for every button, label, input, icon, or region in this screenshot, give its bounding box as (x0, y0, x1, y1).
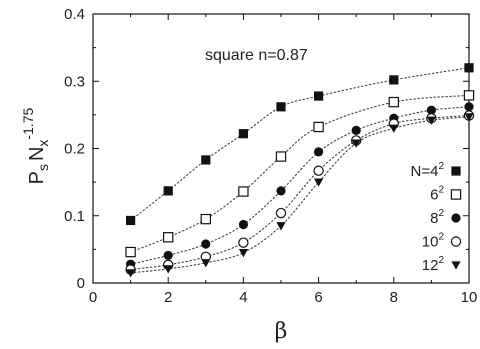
x-tick-label: 4 (239, 289, 247, 306)
data-point-series-3 (201, 239, 211, 249)
legend-marker-series-3 (451, 213, 461, 223)
fit-line-series-3 (130, 106, 470, 265)
legend-marker-series-5 (451, 261, 461, 270)
legend-label-sup: 2 (438, 208, 444, 219)
y-axis-title: PsNx-1.75 (20, 107, 51, 184)
fit-line-series-4 (130, 115, 470, 271)
data-point-series-1 (276, 102, 286, 112)
y-tick-label: 0.3 (64, 73, 85, 90)
data-point-series-1 (314, 91, 324, 101)
legend-label-sup: 2 (438, 255, 444, 266)
data-point-series-1 (126, 215, 136, 226)
legend-label-series-4: 102 (422, 232, 445, 251)
x-axis-title: β (275, 319, 288, 344)
legend-label-sup: 2 (438, 161, 444, 172)
data-point-series-5 (126, 269, 136, 278)
data-point-series-1 (464, 63, 474, 73)
data-point-series-1 (238, 129, 248, 139)
data-point-series-2 (313, 121, 324, 133)
x-tick-label: 0 (89, 289, 97, 306)
y-tick-label: 0 (77, 275, 85, 292)
data-point-series-2 (125, 246, 136, 258)
data-point-series-5 (276, 222, 286, 231)
y-axis-title-sub-x: x (35, 140, 51, 147)
data-point-series-5 (426, 116, 436, 125)
y-axis-title-sub-s: s (35, 164, 51, 171)
y-axis-title-main: P (26, 171, 48, 184)
x-tick-label: 10 (461, 289, 478, 306)
data-point-series-5 (314, 178, 324, 187)
legend-marker-series-2 (450, 189, 462, 200)
fit-line-series-1 (130, 67, 470, 222)
legend-label-series-3: 82 (430, 208, 444, 227)
data-point-series-3 (163, 250, 173, 261)
data-point-series-5 (389, 124, 399, 133)
data-point-series-2 (275, 151, 287, 162)
legend-label-series-2: 62 (430, 185, 444, 204)
data-point-series-2 (388, 96, 400, 108)
axis-ticks: 0 2 4 6 8 10 0 0.1 0.2 0.3 0.4 (64, 6, 477, 306)
data-point-series-5 (238, 249, 248, 258)
x-tick-label: 8 (390, 289, 398, 306)
fit-line-series-5 (130, 116, 470, 274)
x-tick-label: 6 (314, 289, 322, 306)
legend-label-base: 6 (430, 187, 438, 204)
data-point-series-4 (238, 237, 249, 248)
y-axis-title-mid: N (26, 147, 48, 161)
data-point-series-5 (163, 265, 173, 274)
legend-label-series-5: 122 (422, 255, 445, 274)
data-point-series-1 (389, 75, 399, 85)
data-point-series-5 (201, 259, 211, 268)
legend-marker-series-1 (451, 166, 461, 176)
legend-label-base: N=4 (411, 163, 439, 180)
legend-label-base: 8 (430, 210, 438, 227)
x-tick-label: 2 (164, 289, 172, 306)
y-axis-title-sup: -1.75 (20, 107, 36, 139)
data-point-series-2 (463, 90, 475, 101)
data-point-series-2 (200, 213, 211, 225)
data-point-series-5 (351, 139, 361, 148)
legend-label-base: 12 (422, 257, 439, 274)
data-points (125, 63, 475, 278)
legend-label-sup: 2 (438, 185, 444, 196)
legend-label-base: 10 (422, 234, 439, 251)
data-point-series-4 (275, 207, 287, 219)
data-point-series-4 (313, 165, 324, 176)
data-point-series-2 (238, 186, 249, 197)
data-point-series-3 (314, 147, 324, 157)
chart-annotation: square n=0.87 (205, 47, 308, 64)
data-point-series-3 (426, 105, 436, 115)
y-tick-label: 0.4 (64, 6, 85, 23)
data-point-series-1 (163, 186, 173, 196)
data-point-series-5 (464, 113, 474, 122)
data-point-series-3 (238, 219, 248, 230)
data-point-series-3 (464, 102, 474, 112)
data-point-series-3 (276, 186, 286, 196)
data-point-series-3 (351, 125, 361, 135)
data-point-series-2 (163, 232, 174, 243)
legend-label-series-1: N=42 (411, 161, 445, 180)
y-tick-label: 0.2 (64, 141, 85, 158)
data-point-series-1 (201, 155, 211, 165)
y-tick-label: 0.1 (64, 208, 85, 225)
legend-marker-series-4 (450, 236, 462, 247)
legend-label-sup: 2 (438, 232, 444, 243)
